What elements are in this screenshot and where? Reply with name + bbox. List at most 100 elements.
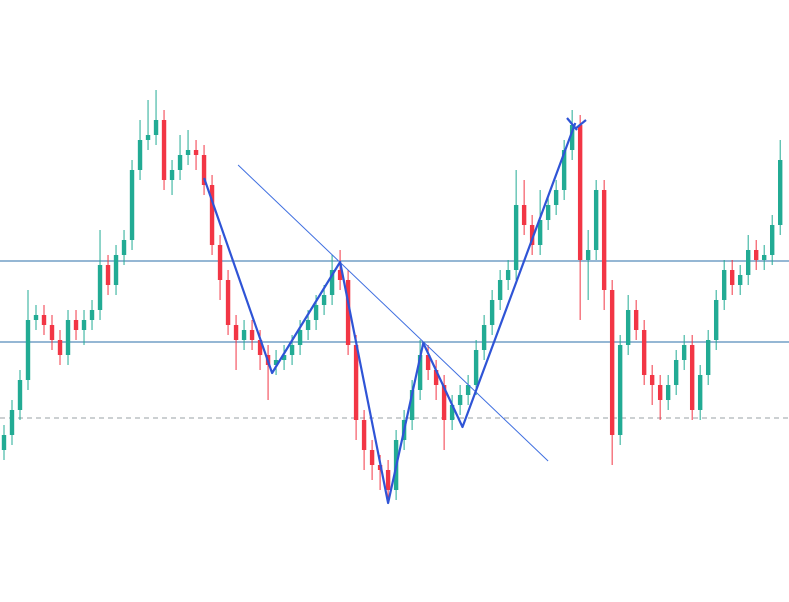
candle-body (193, 150, 199, 155)
marker-stroke (574, 119, 587, 130)
candle-body (729, 270, 735, 285)
candle-body (225, 280, 231, 325)
candle-body (297, 330, 303, 345)
candle-body (57, 340, 63, 355)
zigzag-pattern (203, 122, 577, 505)
candle-body (385, 470, 391, 490)
candle-body (489, 300, 495, 325)
candle-body (41, 315, 47, 325)
candle-body (617, 345, 623, 435)
candle-body (505, 270, 511, 280)
candle-body (337, 270, 343, 280)
candle-body (361, 420, 367, 450)
candle-body (353, 345, 359, 420)
candle-body (417, 355, 423, 390)
candle-body (105, 265, 111, 285)
candle-body (313, 305, 319, 320)
candle-body (697, 375, 703, 410)
candle-body (761, 255, 767, 260)
candle-body (73, 320, 79, 330)
candle-body (625, 310, 631, 345)
candle-body (601, 190, 607, 290)
trendline (237, 164, 549, 462)
candle-body (209, 185, 215, 245)
candle-body (321, 295, 327, 305)
candle-body (425, 355, 431, 370)
candle-body (737, 275, 743, 285)
candle-body (657, 385, 663, 400)
candle-body (273, 360, 279, 365)
candle-body (577, 125, 583, 260)
candle-body (25, 320, 31, 380)
candle-body (481, 325, 487, 350)
candle-body (9, 410, 15, 435)
candle-body (465, 385, 471, 395)
candle-body (681, 345, 687, 360)
candle-body (609, 290, 615, 435)
candle-body (249, 330, 255, 340)
candle-body (257, 340, 263, 355)
candle-body (185, 150, 191, 155)
candle-body (593, 190, 599, 250)
candle-body (169, 170, 175, 180)
candle-body (305, 320, 311, 330)
candle-body (769, 225, 775, 255)
candle-body (457, 395, 463, 405)
candle-body (409, 390, 415, 420)
candle-body (513, 205, 519, 270)
candle-body (329, 270, 335, 295)
candle-body (705, 340, 711, 375)
candle-body (281, 355, 287, 360)
candle-body (673, 360, 679, 385)
candle-body (289, 345, 295, 355)
candle-body (473, 350, 479, 385)
candle-body (521, 205, 527, 225)
candle-body (137, 140, 143, 170)
candle-body (129, 170, 135, 240)
candle-body (665, 385, 671, 400)
candle-body (529, 225, 535, 245)
candle-body (441, 385, 447, 420)
candle-body (233, 325, 239, 340)
candle-body (569, 125, 575, 150)
end-marker (566, 117, 587, 131)
candle-body (89, 310, 95, 320)
candle-body (449, 405, 455, 420)
candle-body (369, 450, 375, 465)
candle-body (345, 280, 351, 345)
candle-body (145, 135, 151, 140)
candle-body (49, 325, 55, 340)
candle-body (633, 310, 639, 330)
candle-body (713, 300, 719, 340)
candle-body (177, 155, 183, 170)
drawings (203, 122, 577, 505)
levels (0, 260, 789, 419)
candle-body (433, 370, 439, 385)
candle-body (721, 270, 727, 300)
candles (1, 90, 783, 503)
candle-body (585, 250, 591, 260)
candle-body (497, 280, 503, 300)
candle-body (217, 245, 223, 280)
candle-body (641, 330, 647, 375)
candle-body (97, 265, 103, 310)
candle-body (1, 435, 7, 450)
candle-body (553, 190, 559, 205)
candle-body (201, 155, 207, 185)
candle-body (113, 255, 119, 285)
candle-body (33, 315, 39, 320)
candle-body (753, 250, 759, 260)
candle-body (65, 320, 71, 355)
candle-body (153, 120, 159, 135)
candle-body (241, 330, 247, 340)
candle-body (777, 160, 783, 225)
candle-body (161, 120, 167, 180)
candle-body (17, 380, 23, 410)
candle-body (121, 240, 127, 255)
candle-body (689, 345, 695, 410)
candle-body (561, 150, 567, 190)
candle-body (537, 220, 543, 245)
